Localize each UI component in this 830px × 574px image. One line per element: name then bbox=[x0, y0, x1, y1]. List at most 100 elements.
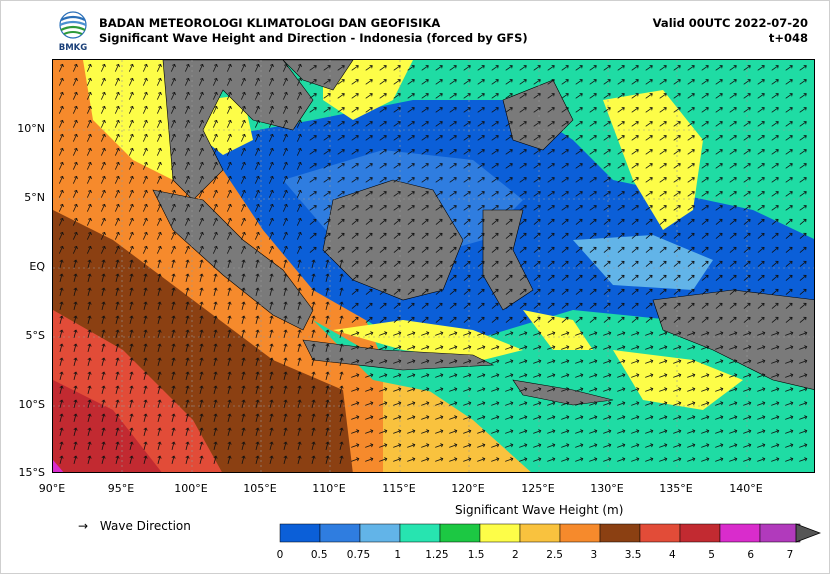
wave-arrow bbox=[715, 316, 723, 323]
wave-arrow bbox=[86, 77, 92, 86]
wave-arrow bbox=[673, 288, 681, 295]
wave-arrow bbox=[72, 91, 78, 100]
wave-arrow bbox=[170, 231, 176, 240]
wave-arrow bbox=[379, 288, 387, 295]
wave-arrow bbox=[519, 204, 527, 211]
wave-arrow bbox=[86, 119, 92, 128]
wave-arrow bbox=[743, 401, 752, 406]
wave-arrow bbox=[323, 120, 331, 127]
wave-arrow bbox=[491, 316, 499, 323]
wave-arrow bbox=[311, 413, 316, 422]
wave-arrow bbox=[393, 246, 401, 253]
wave-arrow bbox=[185, 357, 190, 366]
wave-arrow bbox=[589, 274, 597, 281]
wave-arrow bbox=[799, 345, 808, 350]
wave-arrow bbox=[449, 373, 458, 378]
wave-arrow bbox=[171, 357, 176, 366]
wave-arrow bbox=[449, 302, 457, 309]
wave-arrow bbox=[785, 274, 793, 281]
wave-arrow bbox=[184, 203, 190, 212]
wave-arrow bbox=[701, 443, 710, 448]
wave-arrow bbox=[393, 106, 401, 113]
wave-arrow bbox=[701, 134, 709, 141]
wave-arrow bbox=[519, 387, 528, 392]
wave-arrow bbox=[519, 120, 527, 127]
wave-arrow bbox=[254, 203, 260, 212]
wave-arrow bbox=[379, 373, 388, 378]
wave-arrow bbox=[729, 288, 737, 295]
wave-arrow bbox=[589, 78, 597, 85]
wave-arrow bbox=[533, 162, 541, 169]
wave-arrow bbox=[213, 343, 218, 352]
wave-arrow bbox=[323, 204, 331, 211]
wave-arrow bbox=[771, 401, 780, 406]
wave-arrow bbox=[421, 78, 429, 85]
wave-arrow bbox=[156, 63, 162, 72]
wave-arrow bbox=[533, 176, 541, 183]
wave-arrow bbox=[673, 120, 681, 127]
wave-arrow bbox=[128, 245, 134, 254]
wave-arrow bbox=[533, 373, 542, 378]
wave-arrow bbox=[379, 176, 387, 183]
wave-arrow bbox=[157, 413, 162, 422]
wave-arrow bbox=[268, 77, 274, 86]
wave-arrow bbox=[799, 316, 807, 323]
wave-arrow bbox=[631, 387, 640, 392]
wave-arrow bbox=[631, 429, 640, 434]
wave-arrow bbox=[729, 443, 738, 448]
wave-arrow bbox=[199, 301, 204, 310]
wave-arrow bbox=[309, 232, 317, 239]
wave-arrow bbox=[617, 415, 626, 420]
wave-arrow bbox=[129, 315, 134, 324]
wave-arrow bbox=[255, 287, 260, 296]
wave-arrow bbox=[463, 232, 471, 239]
wave-arrow bbox=[575, 288, 583, 295]
wave-arrow bbox=[199, 371, 204, 380]
wave-arrow bbox=[114, 147, 120, 156]
wave-arrow bbox=[701, 176, 709, 183]
wave-arrow bbox=[449, 162, 457, 169]
wave-arrow bbox=[561, 92, 569, 99]
wave-arrow bbox=[603, 316, 611, 323]
wave-arrow bbox=[73, 287, 78, 296]
wave-arrow bbox=[491, 190, 499, 197]
wave-arrow bbox=[115, 301, 120, 310]
wave-arrow bbox=[715, 274, 723, 281]
wave-arrow bbox=[575, 78, 583, 85]
wave-arrow bbox=[185, 399, 190, 408]
wave-map-canvas bbox=[53, 60, 814, 472]
wave-map[interactable] bbox=[52, 59, 815, 473]
wave-arrow bbox=[701, 373, 710, 378]
wave-arrow bbox=[213, 315, 218, 324]
wave-arrow bbox=[757, 373, 766, 378]
wave-arrow bbox=[171, 315, 176, 324]
wave-arrow bbox=[575, 457, 584, 462]
wave-arrow bbox=[701, 260, 709, 267]
wave-arrow bbox=[673, 443, 682, 448]
wave-arrow bbox=[282, 147, 288, 156]
wave-arrow bbox=[100, 147, 106, 156]
wave-arrow bbox=[785, 190, 793, 197]
wave-arrow bbox=[491, 120, 499, 127]
wave-arrow bbox=[589, 401, 598, 406]
wave-arrow bbox=[311, 273, 316, 282]
wave-arrow bbox=[199, 357, 204, 366]
wave-arrow bbox=[645, 246, 653, 253]
wave-arrow bbox=[199, 441, 204, 450]
wave-arrow bbox=[129, 329, 134, 338]
wave-arrow bbox=[505, 106, 513, 113]
wave-arrow bbox=[645, 78, 653, 85]
wave-arrow bbox=[477, 415, 486, 420]
wave-arrow bbox=[309, 106, 317, 113]
wave-arrow bbox=[365, 204, 373, 211]
wave-arrow bbox=[645, 176, 653, 183]
wave-arrow bbox=[533, 260, 541, 267]
wave-arrow bbox=[282, 91, 288, 100]
wave-arrow bbox=[435, 246, 443, 253]
wave-arrow bbox=[561, 429, 570, 434]
wave-arrow bbox=[477, 331, 486, 336]
wave-arrow bbox=[449, 218, 457, 225]
wave-arrow bbox=[505, 190, 513, 197]
wave-arrow bbox=[631, 64, 639, 71]
wave-arrow bbox=[142, 203, 148, 212]
